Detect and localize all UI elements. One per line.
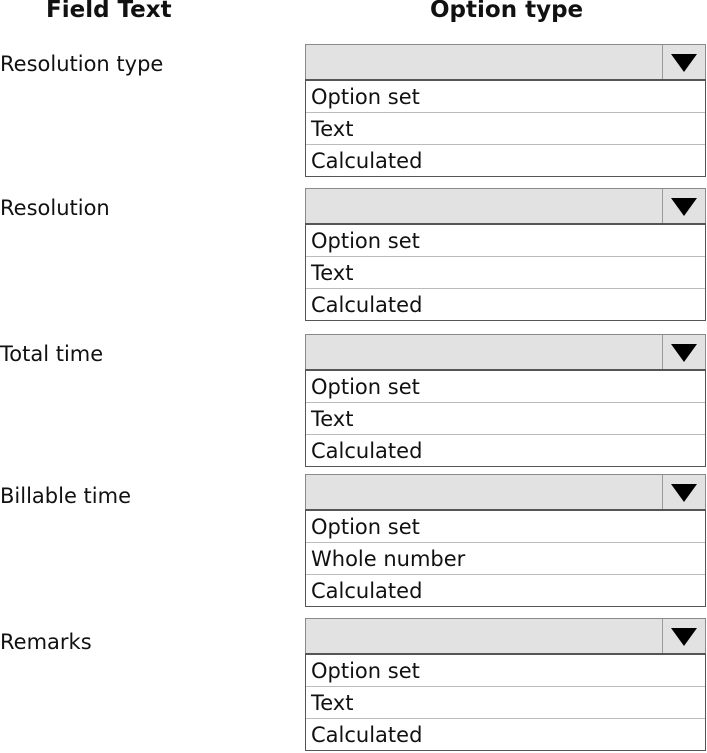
field-label: Remarks xyxy=(0,630,92,654)
dropdown-option[interactable]: Text xyxy=(306,256,705,288)
dropdown-options: Option set Text Calculated xyxy=(305,653,706,751)
dropdown-option[interactable]: Option set xyxy=(306,224,705,256)
divider xyxy=(662,335,663,369)
dropdown-option[interactable]: Option set xyxy=(306,510,705,542)
divider xyxy=(662,475,663,509)
dropdown-option[interactable]: Whole number xyxy=(306,542,705,574)
dropdown-option[interactable]: Calculated xyxy=(306,288,705,320)
option-type-dropdown[interactable]: Option set Text Calculated xyxy=(305,44,706,177)
dropdown-option[interactable]: Option set xyxy=(306,370,705,402)
dropdown-options: Option set Text Calculated xyxy=(305,223,706,321)
triangle-down-icon[interactable] xyxy=(671,344,697,362)
triangle-down-icon[interactable] xyxy=(671,198,697,216)
dropdown-select[interactable] xyxy=(305,334,706,369)
option-type-dropdown[interactable]: Option set Text Calculated xyxy=(305,618,706,751)
triangle-down-icon[interactable] xyxy=(671,628,697,646)
option-type-header: Option type xyxy=(430,0,584,23)
divider xyxy=(662,619,663,653)
divider xyxy=(662,189,663,223)
option-type-dropdown[interactable]: Option set Text Calculated xyxy=(305,334,706,467)
field-label: Resolution type xyxy=(0,52,164,76)
dropdown-option[interactable]: Calculated xyxy=(306,434,705,466)
option-type-dropdown[interactable]: Option set Whole number Calculated xyxy=(305,474,706,607)
dropdown-option[interactable]: Calculated xyxy=(306,144,705,176)
dropdown-select[interactable] xyxy=(305,44,706,79)
dropdown-select[interactable] xyxy=(305,474,706,509)
field-label: Total time xyxy=(0,342,104,366)
dropdown-options: Option set Whole number Calculated xyxy=(305,509,706,607)
triangle-down-icon[interactable] xyxy=(671,54,697,72)
dropdown-option[interactable]: Option set xyxy=(306,80,705,112)
divider xyxy=(662,45,663,79)
dropdown-options: Option set Text Calculated xyxy=(305,369,706,467)
dropdown-options: Option set Text Calculated xyxy=(305,79,706,177)
triangle-down-icon[interactable] xyxy=(671,484,697,502)
dropdown-select[interactable] xyxy=(305,618,706,653)
field-text-header: Field Text xyxy=(46,0,172,23)
dropdown-select[interactable] xyxy=(305,188,706,223)
option-type-dropdown[interactable]: Option set Text Calculated xyxy=(305,188,706,321)
field-label: Resolution xyxy=(0,196,110,220)
dropdown-option[interactable]: Text xyxy=(306,686,705,718)
dropdown-option[interactable]: Option set xyxy=(306,654,705,686)
dropdown-option[interactable]: Text xyxy=(306,402,705,434)
dropdown-option[interactable]: Text xyxy=(306,112,705,144)
field-label: Billable time xyxy=(0,484,131,508)
dropdown-option[interactable]: Calculated xyxy=(306,718,705,750)
dropdown-option[interactable]: Calculated xyxy=(306,574,705,606)
